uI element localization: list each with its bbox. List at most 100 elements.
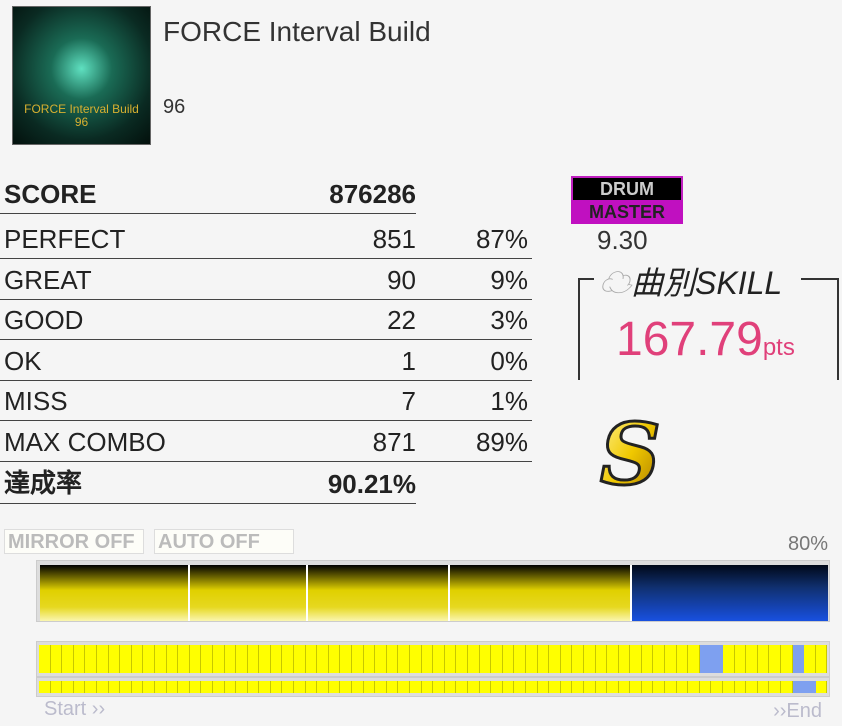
- judgement-label: OK: [4, 345, 42, 376]
- timeline-cell: [166, 645, 179, 673]
- timeline-row-2: [36, 677, 830, 697]
- timeline-cell: [143, 645, 155, 673]
- timeline-cell: [595, 645, 608, 673]
- judgement-count: 1: [401, 345, 416, 376]
- judgement-row-ok: OK 1 0%: [0, 341, 532, 381]
- timeline-cell: [711, 681, 724, 693]
- gauge-segment-empty: [632, 565, 828, 621]
- timeline-cell-miss: [711, 645, 724, 673]
- judgement-label: MISS: [4, 386, 68, 416]
- timeline-cell: [247, 645, 260, 673]
- score-row: SCORE 876286: [0, 174, 528, 214]
- timeline-cell: [653, 681, 666, 693]
- timeline-cell: [154, 645, 167, 673]
- timeline-cell: [236, 645, 248, 673]
- timeline-cell: [85, 645, 97, 673]
- divider: [0, 379, 416, 381]
- timeline-cell: [607, 645, 619, 673]
- timeline-cell: [340, 645, 353, 673]
- judgement-row-miss: MISS 7 1%: [0, 381, 532, 421]
- timeline-cell: [398, 681, 410, 693]
- timeline-cell: [525, 681, 538, 693]
- timeline-cell: [363, 645, 376, 673]
- judgement-percent: 87%: [475, 224, 528, 254]
- timeline-cell: [131, 645, 144, 673]
- timeline-cell: [502, 645, 515, 673]
- timeline-cell: [583, 681, 596, 693]
- timeline-cell: [653, 645, 666, 673]
- timeline-cell: [746, 645, 758, 673]
- timeline-cell: [363, 681, 376, 693]
- divider: [0, 503, 416, 504]
- judgement-count: 90: [387, 264, 416, 295]
- timeline-cell: [757, 681, 770, 693]
- achievement-row: 達成率 90.21%: [0, 464, 528, 504]
- timeline-cell: [549, 645, 561, 673]
- judgement-count: 22: [387, 305, 416, 335]
- judgement-percent: 1%: [490, 386, 528, 416]
- jacket-text: FORCE Interval Build 96: [24, 102, 139, 129]
- timeline-cell: [178, 645, 190, 673]
- timeline-cell: [746, 681, 758, 693]
- timeline-cell-miss: [804, 681, 816, 693]
- timeline-cell: [85, 681, 97, 693]
- timeline-cell: [595, 681, 608, 693]
- timeline-cell: [259, 645, 271, 673]
- timeline-cell: [375, 645, 387, 673]
- timeline-cell: [549, 681, 561, 693]
- divider: [0, 213, 416, 214]
- divider: [416, 420, 532, 421]
- judgement-label: MAX COMBO: [4, 426, 166, 457]
- judgement-label: PERFECT: [4, 224, 126, 254]
- timeline-cell: [723, 681, 735, 693]
- timeline-cell: [560, 645, 573, 673]
- timeline-cell: [270, 645, 283, 673]
- timeline-cell: [479, 681, 492, 693]
- timeline-cell: [491, 645, 503, 673]
- timeline-row-1: [36, 641, 830, 677]
- timeline-cell: [352, 681, 364, 693]
- timeline-cell: [583, 645, 596, 673]
- timeline-cell: [340, 681, 353, 693]
- timeline-cell: [317, 681, 329, 693]
- timeline-cell: [270, 681, 283, 693]
- timeline-cell: [630, 681, 642, 693]
- judgement-count: 851: [372, 224, 416, 254]
- timeline-cell: [433, 681, 445, 693]
- svg-text:S: S: [600, 405, 661, 488]
- timeline-cell: [421, 681, 434, 693]
- timeline-cell: [444, 681, 457, 693]
- achievement-label: 達成率: [4, 468, 83, 498]
- timeline-cell: [328, 681, 341, 693]
- timeline-cell: [688, 645, 700, 673]
- judgement-row-good: GOOD 22 3%: [0, 300, 532, 340]
- timeline-cell: [734, 645, 747, 673]
- gauge-segment: [190, 565, 308, 621]
- timeline-cell: [618, 681, 631, 693]
- judgement-percent: 0%: [490, 345, 528, 376]
- difficulty-badge: DRUM MASTER: [571, 176, 683, 224]
- timeline-cell: [769, 645, 781, 673]
- timeline-cell: [154, 681, 167, 693]
- timeline-start-label: Start ››: [44, 698, 106, 720]
- timeline-cell: [525, 645, 538, 673]
- timeline-cell: [50, 645, 63, 673]
- timeline-cell: [39, 645, 51, 673]
- timeline-cell: [641, 645, 654, 673]
- timeline-cell-miss: [792, 681, 805, 693]
- score-value: 876286: [329, 179, 416, 209]
- mirror-option: MIRROR OFF: [4, 529, 144, 554]
- timeline-cell: [514, 645, 526, 673]
- skill-title: ☁曲別SKILL: [595, 258, 787, 304]
- timeline-cell: [560, 681, 573, 693]
- timeline-cell: [201, 645, 213, 673]
- timeline-cell: [73, 681, 86, 693]
- timeline-cell: [572, 645, 584, 673]
- timeline-cell-miss: [699, 645, 712, 673]
- timeline-cell-miss: [792, 645, 805, 673]
- divider: [416, 298, 532, 300]
- timeline-cell: [178, 681, 190, 693]
- timeline-cell: [618, 645, 631, 673]
- timeline-cell: [73, 645, 86, 673]
- timeline-cell: [676, 645, 689, 673]
